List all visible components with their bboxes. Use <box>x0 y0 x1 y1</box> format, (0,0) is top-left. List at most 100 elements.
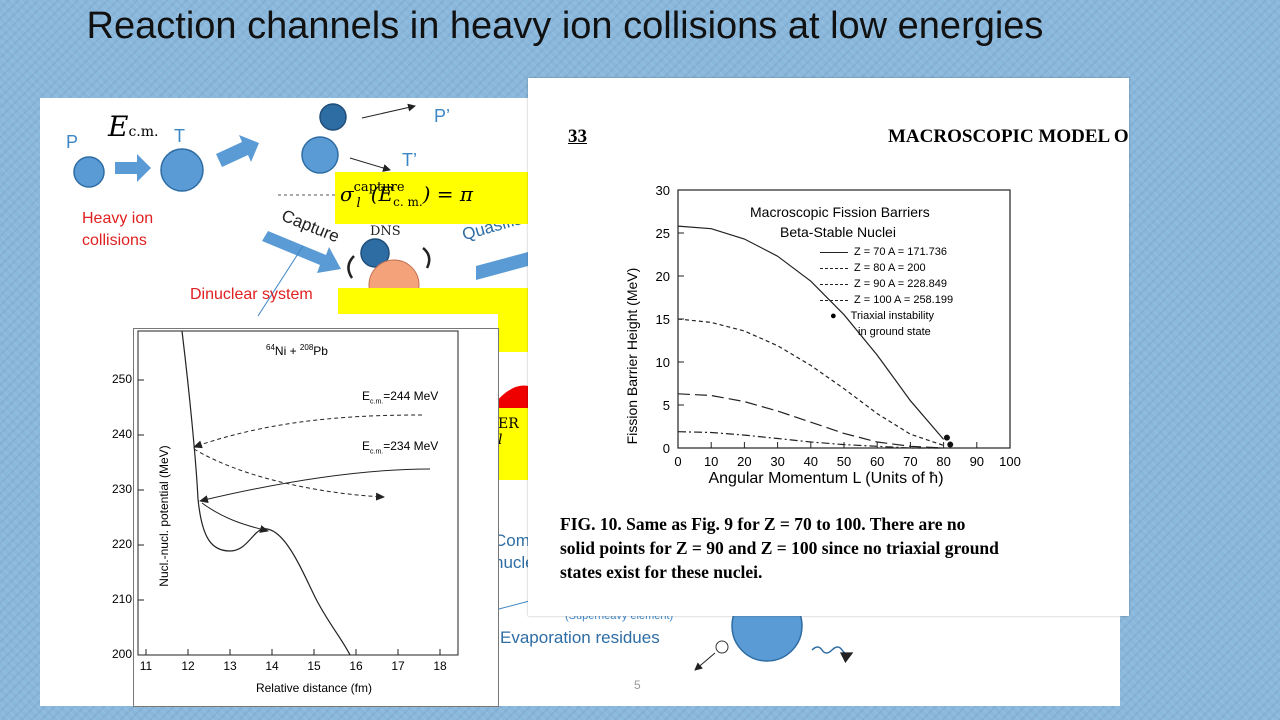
fission-legend: Z = 70 A = 171.736 Z = 80 A = 200 Z = 90 A… <box>820 244 953 340</box>
potential-x-tick: 14 <box>265 659 279 673</box>
legend-label: in ground state <box>858 326 931 338</box>
er-formula: ER l <box>498 416 519 448</box>
trajectory-244-in <box>193 414 423 449</box>
er-formula-box <box>498 408 528 480</box>
triaxial-point <box>947 441 954 448</box>
potential-plot-panel: 64Ni + 208Pb Ec.m.=244 MeV Ec.m.=234 MeV… <box>112 328 499 707</box>
quasifission-arrow <box>476 252 528 280</box>
scattered-projectile-circle <box>319 103 347 131</box>
p-prime-arrow <box>361 103 416 119</box>
fission-x-tick: 70 <box>903 454 917 469</box>
capture-formula-box <box>335 172 528 224</box>
particle-arrow <box>694 652 716 671</box>
fission-x-tick: 100 <box>999 454 1021 469</box>
fission-x-tick: 60 <box>870 454 884 469</box>
fission-series-line <box>677 225 945 440</box>
fission-x-tick: 80 <box>936 454 950 469</box>
evaporation-residues-label: Evaporation residues <box>500 628 660 647</box>
projectile-circle <box>73 156 105 188</box>
legend-swatch <box>820 299 848 301</box>
potential-x-tick: 13 <box>223 659 237 673</box>
figure-caption: FIG. 10. Same as Fig. 9 for Z = 70 to 10… <box>560 514 999 582</box>
fission-chart-title: Macroscopic Fission Barriers <box>750 204 930 220</box>
fission-series-line <box>677 393 944 449</box>
fission-x-tick: 20 <box>737 454 751 469</box>
fission-barrier-chart: 0 10 20 30 40 50 60 70 80 90 100 0 5 10 15 20 25 30 <box>656 183 1021 469</box>
fission-x-axis-label: Angular Momentum L (Units of ħ) <box>708 470 944 487</box>
legend-label: Z = 90 A = 228.849 <box>854 278 947 290</box>
legend-swatch <box>820 267 848 269</box>
potential-plot <box>137 330 459 656</box>
legend-entry: Z = 90 A = 228.849 <box>820 276 953 292</box>
trajectory-234-in <box>199 468 431 504</box>
potential-x-axis-label: Relative distance (fm) <box>255 681 373 695</box>
potential-curve <box>181 330 351 656</box>
capture-arrow <box>262 231 341 273</box>
heavy-ion-collisions-label: Heavy ion collisions <box>82 210 154 249</box>
fission-y-tick: 25 <box>656 226 670 241</box>
dinuclear-system-label: Dinuclear system <box>190 286 313 303</box>
legend-entry-points: ● Triaxial instability <box>820 308 953 324</box>
slide-title: Reaction channels in heavy ion collision… <box>86 5 1044 47</box>
fission-x-tick: 0 <box>674 454 681 469</box>
ecm-244-label: Ec.m.=244 MeV <box>362 389 439 406</box>
target-circle <box>160 148 204 192</box>
pointer-line <box>257 245 304 317</box>
legend-entry: Z = 100 A = 258.199 <box>820 292 953 308</box>
legend-label: Z = 100 A = 258.199 <box>854 294 954 306</box>
dns-small-circle <box>360 238 390 268</box>
fission-x-tick: 90 <box>970 454 984 469</box>
yellow-highlight-bar <box>338 288 528 314</box>
legend-swatch <box>820 283 848 285</box>
triaxial-point <box>943 434 950 441</box>
fission-x-tick: 40 <box>804 454 818 469</box>
projectile-label: P <box>66 132 79 152</box>
fission-x-tick: 50 <box>837 454 851 469</box>
legend-label: Z = 70 A = 171.736 <box>854 246 947 258</box>
paper-running-head: MACROSCOPIC MODEL O <box>888 126 1129 147</box>
fission-y-axis-label: Fission Barrier Height (MeV) <box>624 267 640 445</box>
fission-y-tick: 20 <box>656 269 670 284</box>
trajectory-234-out <box>201 502 269 533</box>
potential-y-axis-label: Nucl.-nucl. potential (MeV) <box>157 445 171 587</box>
potential-y-tick: 220 <box>111 537 132 551</box>
evaporated-particle-circle <box>715 640 729 654</box>
potential-x-tick: 12 <box>181 659 195 673</box>
fission-y-tick: 30 <box>656 183 670 198</box>
potential-x-tick: 18 <box>433 659 447 673</box>
potential-y-tick: 230 <box>111 482 132 496</box>
potential-y-tick: 240 <box>111 427 132 441</box>
legend-label: Z = 80 A = 200 <box>854 262 926 274</box>
yellow-highlight-side <box>498 288 528 352</box>
approach-arrow <box>115 154 151 182</box>
t-prime-arrow <box>349 157 391 172</box>
trajectory-244-out <box>193 448 385 501</box>
reaction-label: 64Ni + 208Pb <box>266 343 328 358</box>
t-prime-label: T’ <box>402 150 417 170</box>
fission-series-line <box>677 431 944 449</box>
fission-y-tick: 15 <box>656 312 670 327</box>
target-label: T <box>174 126 185 146</box>
fission-series-line <box>677 318 944 446</box>
fission-x-tick: 30 <box>770 454 784 469</box>
potential-x-tick: 11 <box>139 659 153 673</box>
fission-y-tick: 0 <box>663 441 670 456</box>
legend-label: Triaxial instability <box>850 310 934 322</box>
legend-dot-icon: ● <box>830 310 837 322</box>
paper-page-number: 33 <box>568 126 587 147</box>
scattered-target-circle <box>301 136 339 174</box>
compound-nucleus-label: Com nucle <box>494 531 535 572</box>
scatter-arrow <box>216 135 259 167</box>
capture-formula: σcapturel (Ec. m.) = π <box>340 180 474 211</box>
dns-rotation-arrow-left <box>347 255 355 279</box>
gamma-wave <box>811 646 854 664</box>
potential-x-tick: 15 <box>307 659 321 673</box>
potential-x-tick: 16 <box>349 659 363 673</box>
dns-rotation-arrow-right <box>422 247 431 269</box>
ecm-symbol: Ec.m. <box>108 110 159 143</box>
legend-entry: Z = 80 A = 200 <box>820 260 953 276</box>
legend-swatch <box>820 251 848 253</box>
p-prime-label: P’ <box>434 106 451 126</box>
potential-y-tick: 250 <box>111 372 132 386</box>
fission-chart-subtitle: Beta-Stable Nuclei <box>780 224 896 240</box>
